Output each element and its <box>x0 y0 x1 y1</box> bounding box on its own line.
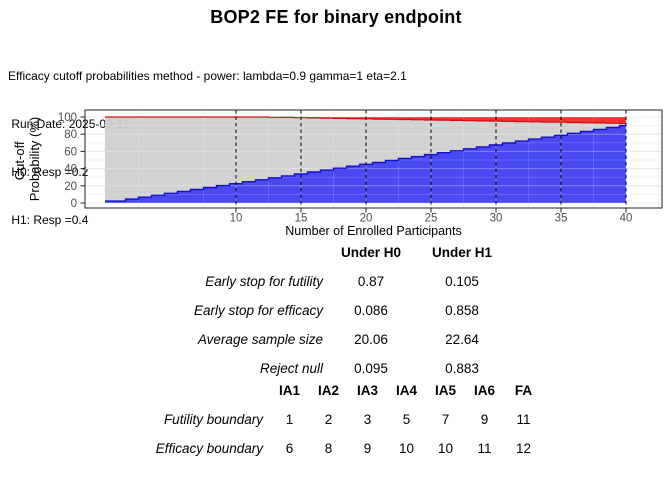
method-line: Efficacy cutoff probabilities method - p… <box>8 69 407 83</box>
value-cell: 0.105 <box>445 274 479 289</box>
x-tick-label: 30 <box>490 213 503 225</box>
ia4-header: IA4 <box>395 383 417 398</box>
value-cell: 0.858 <box>445 303 479 318</box>
row-label-efficacy-boundary: Efficacy boundary <box>155 441 263 456</box>
efficacy-boundary-cell: 11 <box>477 441 492 456</box>
y-tick-label: 0 <box>71 198 77 210</box>
ia5-header: IA5 <box>434 383 456 398</box>
x-tick-label: 20 <box>360 213 373 225</box>
futility-boundary-cell: 11 <box>516 412 531 427</box>
y-tick-label: 100 <box>58 112 77 124</box>
x-tick-label: 35 <box>555 213 568 225</box>
efficacy-boundary-cell: 10 <box>398 441 415 456</box>
futility-boundary-cell: 5 <box>402 412 411 427</box>
plot-panel-border <box>84 109 663 209</box>
x-tick-label: 15 <box>295 213 308 225</box>
efficacy-boundary-cell: 10 <box>437 441 454 456</box>
y-axis-label: Cut-off Probability (%) <box>12 117 42 202</box>
efficacy-boundary-cell: 6 <box>285 441 294 456</box>
futility-boundary-cell: 3 <box>363 412 372 427</box>
y-tick-label: 20 <box>64 181 77 193</box>
page-title: BOP2 FE for binary endpoint <box>210 7 462 27</box>
y-axis-ticks: 0 20 40 60 80 100 <box>58 112 85 210</box>
efficacy-boundary-cell: 12 <box>515 441 532 456</box>
futility-boundary-cell: 2 <box>324 412 333 427</box>
value-cell: 0.095 <box>354 361 388 376</box>
h1-line: H1: Resp =0.4 <box>8 213 89 227</box>
interim-analysis-lines <box>235 110 627 208</box>
fa-header: FA <box>514 383 533 398</box>
futility-cutoff-line <box>105 124 626 202</box>
x-axis-ticks: 10 15 20 25 30 35 40 <box>230 208 633 225</box>
x-tick-label: 10 <box>230 213 243 225</box>
value-cell: 0.87 <box>357 274 385 289</box>
efficacy-boundary-cell: 8 <box>324 441 333 456</box>
y-tick-label: 80 <box>64 129 77 141</box>
operating-characteristics-table: Under H0 Under H1 Early stop for futilit… <box>0 238 512 383</box>
under-h0-header: Under H0 <box>340 245 401 260</box>
under-h1-header: Under H1 <box>431 245 492 260</box>
value-cell: 0.086 <box>354 303 388 318</box>
futility-boundary-cell: 9 <box>480 412 489 427</box>
ia3-header: IA3 <box>356 383 378 398</box>
row-label-futility-boundary: Futility boundary <box>163 412 263 427</box>
ia6-header: IA6 <box>473 383 495 398</box>
row-label-early-stop-efficacy: Early stop for efficacy <box>193 303 323 318</box>
y-tick-label: 40 <box>64 164 77 176</box>
boundary-table: IA1 IA2 IA3 IA4 IA5 IA6 FA Futility boun… <box>0 376 543 463</box>
boundary-lines <box>105 116 626 202</box>
x-tick-label: 40 <box>620 213 633 225</box>
row-label-early-stop-futility: Early stop for futility <box>205 274 323 289</box>
value-cell: 0.883 <box>445 361 479 376</box>
efficacy-boundary-cell: 9 <box>363 441 372 456</box>
cutoff-probability-chart: 10 15 20 25 30 35 40 0 20 40 60 80 100 Cut-off Prob… <box>12 109 663 225</box>
efficacy-cutoff-line <box>105 116 626 124</box>
row-label-average-sample-size: Average sample size <box>197 332 323 347</box>
ia1-header: IA1 <box>278 383 300 398</box>
row-label-reject-null: Reject null <box>259 361 323 376</box>
value-cell: 22.64 <box>445 332 479 347</box>
futility-boundary-cell: 1 <box>285 412 294 427</box>
x-axis-label: Number of Enrolled Participants <box>285 224 462 238</box>
y-tick-label: 60 <box>64 146 77 158</box>
ia2-header: IA2 <box>317 383 339 398</box>
x-tick-label: 25 <box>425 213 438 225</box>
futility-boundary-cell: 7 <box>441 412 450 427</box>
value-cell: 20.06 <box>354 332 388 347</box>
